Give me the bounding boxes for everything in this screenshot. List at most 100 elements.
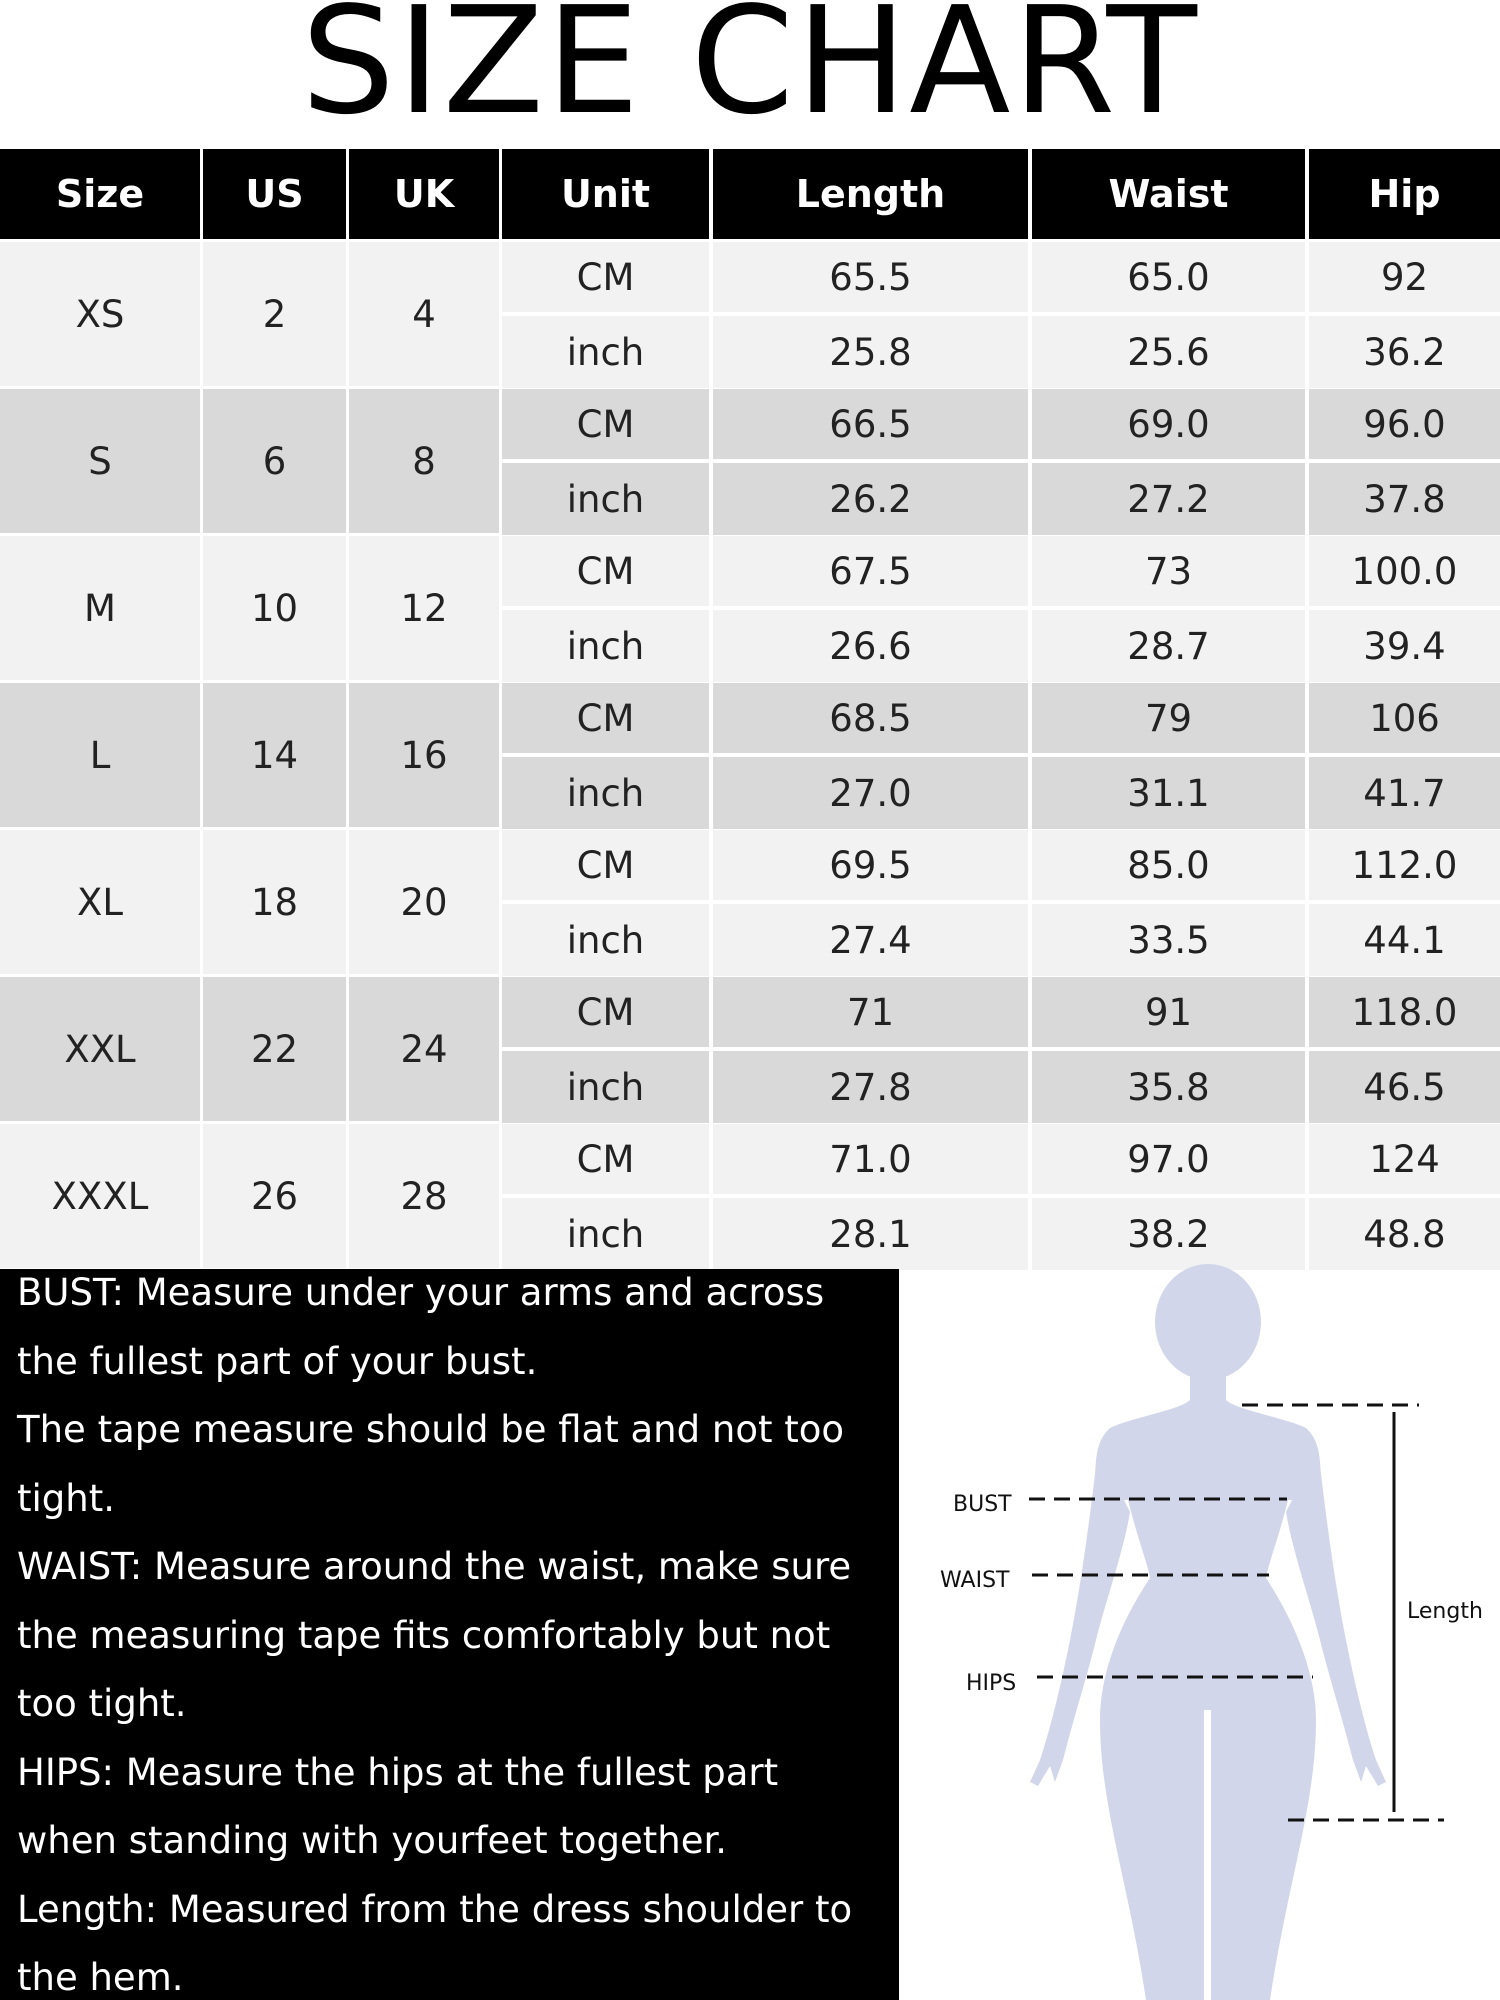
note-line: the measuring tape fits comfortably but … bbox=[17, 1613, 831, 1657]
page-title: SIZE CHART bbox=[301, 0, 1199, 147]
note-line: too tight. bbox=[17, 1682, 187, 1725]
size-cell: L bbox=[0, 683, 200, 827]
unit-inch-cell: inch bbox=[502, 610, 709, 682]
us-size-cell: 2 bbox=[203, 242, 346, 386]
length-inch-cell: 26.2 bbox=[713, 463, 1028, 535]
hip-inch-cell: 46.5 bbox=[1309, 1051, 1500, 1123]
hip-cm-cell: 118.0 bbox=[1309, 977, 1500, 1047]
hip-inch-cell: 44.1 bbox=[1309, 904, 1500, 976]
hips-label: HIPS bbox=[966, 1671, 1016, 1696]
hip-inch-cell: 39.4 bbox=[1309, 610, 1500, 682]
waist-inch-cell: 31.1 bbox=[1032, 757, 1305, 829]
us-size-cell: 10 bbox=[203, 536, 346, 680]
note-line: WAIST: Measure around the waist, make su… bbox=[17, 1545, 852, 1588]
us-size-cell: 22 bbox=[203, 977, 346, 1121]
hip-inch-cell: 48.8 bbox=[1309, 1198, 1500, 1270]
header-length: Length bbox=[713, 149, 1028, 239]
length-cm-cell: 71 bbox=[713, 977, 1028, 1047]
hip-cm-cell: 106 bbox=[1309, 683, 1500, 753]
header-unit: Unit bbox=[502, 149, 709, 239]
uk-size-cell: 8 bbox=[349, 389, 499, 533]
length-inch-cell: 27.8 bbox=[713, 1051, 1028, 1123]
waist-inch-cell: 38.2 bbox=[1032, 1198, 1305, 1270]
uk-size-cell: 20 bbox=[349, 830, 499, 974]
unit-cm-cell: CM bbox=[502, 977, 709, 1047]
size-cell: XXXL bbox=[0, 1124, 200, 1268]
length-inch-cell: 28.1 bbox=[713, 1198, 1028, 1270]
length-cm-cell: 71.0 bbox=[713, 1124, 1028, 1194]
hip-inch-cell: 41.7 bbox=[1309, 757, 1500, 829]
bust-label: BUST bbox=[953, 1492, 1012, 1517]
note-line: when standing with yourfeet together. bbox=[17, 1819, 728, 1862]
waist-cm-cell: 65.0 bbox=[1032, 242, 1305, 312]
waist-inch-cell: 35.8 bbox=[1032, 1051, 1305, 1123]
unit-cm-cell: CM bbox=[502, 242, 709, 312]
unit-cm-cell: CM bbox=[502, 683, 709, 753]
note-line: the fullest part of your bust. bbox=[17, 1339, 538, 1383]
uk-size-cell: 28 bbox=[349, 1124, 499, 1268]
size-cell: M bbox=[0, 536, 200, 680]
us-size-cell: 26 bbox=[203, 1124, 346, 1268]
unit-inch-cell: inch bbox=[502, 1051, 709, 1123]
length-inch-cell: 27.0 bbox=[713, 757, 1028, 829]
unit-cm-cell: CM bbox=[502, 830, 709, 900]
note-line: Length: Measured from the dress shoulder… bbox=[17, 1887, 853, 1931]
header-uk: UK bbox=[349, 149, 499, 239]
unit-inch-cell: inch bbox=[502, 316, 709, 388]
waist-inch-cell: 27.2 bbox=[1032, 463, 1305, 535]
measurement-notes: BUST: Measure under your arms and across… bbox=[0, 1269, 899, 2000]
waist-inch-cell: 33.5 bbox=[1032, 904, 1305, 976]
hip-inch-cell: 37.8 bbox=[1309, 463, 1500, 535]
length-label: Length bbox=[1407, 1599, 1483, 1624]
length-cm-cell: 66.5 bbox=[713, 389, 1028, 459]
us-size-cell: 14 bbox=[203, 683, 346, 827]
unit-inch-cell: inch bbox=[502, 757, 709, 829]
waist-cm-cell: 91 bbox=[1032, 977, 1305, 1047]
header-size: Size bbox=[0, 149, 200, 239]
note-line: The tape measure should be flat and not … bbox=[17, 1408, 845, 1451]
unit-cm-cell: CM bbox=[502, 536, 709, 606]
waist-inch-cell: 25.6 bbox=[1032, 316, 1305, 388]
waist-cm-cell: 97.0 bbox=[1032, 1124, 1305, 1194]
waist-label: WAIST bbox=[940, 1568, 1010, 1593]
hip-cm-cell: 92 bbox=[1309, 242, 1500, 312]
body-silhouette bbox=[1030, 1264, 1386, 2000]
waist-inch-cell: 28.7 bbox=[1032, 610, 1305, 682]
waist-cm-cell: 79 bbox=[1032, 683, 1305, 753]
size-cell: XL bbox=[0, 830, 200, 974]
length-inch-cell: 26.6 bbox=[713, 610, 1028, 682]
uk-size-cell: 16 bbox=[349, 683, 499, 827]
note-line: BUST: Measure under your arms and across bbox=[17, 1271, 825, 1314]
note-line: tight. bbox=[17, 1476, 115, 1520]
header-waist: Waist bbox=[1032, 149, 1305, 239]
header-us: US bbox=[203, 149, 346, 239]
length-cm-cell: 65.5 bbox=[713, 242, 1028, 312]
size-cell: XXL bbox=[0, 977, 200, 1121]
hip-cm-cell: 96.0 bbox=[1309, 389, 1500, 459]
waist-cm-cell: 69.0 bbox=[1032, 389, 1305, 459]
unit-cm-cell: CM bbox=[502, 389, 709, 459]
hip-cm-cell: 112.0 bbox=[1309, 830, 1500, 900]
uk-size-cell: 24 bbox=[349, 977, 499, 1121]
length-cm-cell: 69.5 bbox=[713, 830, 1028, 900]
unit-inch-cell: inch bbox=[502, 1198, 709, 1270]
uk-size-cell: 12 bbox=[349, 536, 499, 680]
body-measurement-figure: BUST WAIST HIPS Length bbox=[940, 1264, 1483, 2000]
size-cell: XS bbox=[0, 242, 200, 386]
size-cell: S bbox=[0, 389, 200, 533]
note-line: the hem. bbox=[17, 1956, 184, 1999]
us-size-cell: 18 bbox=[203, 830, 346, 974]
unit-inch-cell: inch bbox=[502, 463, 709, 535]
unit-inch-cell: inch bbox=[502, 904, 709, 976]
hip-inch-cell: 36.2 bbox=[1309, 316, 1500, 388]
uk-size-cell: 4 bbox=[349, 242, 499, 386]
header-hip: Hip bbox=[1309, 149, 1500, 239]
unit-cm-cell: CM bbox=[502, 1124, 709, 1194]
length-inch-cell: 25.8 bbox=[713, 316, 1028, 388]
length-inch-cell: 27.4 bbox=[713, 904, 1028, 976]
hip-cm-cell: 100.0 bbox=[1309, 536, 1500, 606]
length-cm-cell: 67.5 bbox=[713, 536, 1028, 606]
hip-cm-cell: 124 bbox=[1309, 1124, 1500, 1194]
waist-cm-cell: 85.0 bbox=[1032, 830, 1305, 900]
waist-cm-cell: 73 bbox=[1032, 536, 1305, 606]
